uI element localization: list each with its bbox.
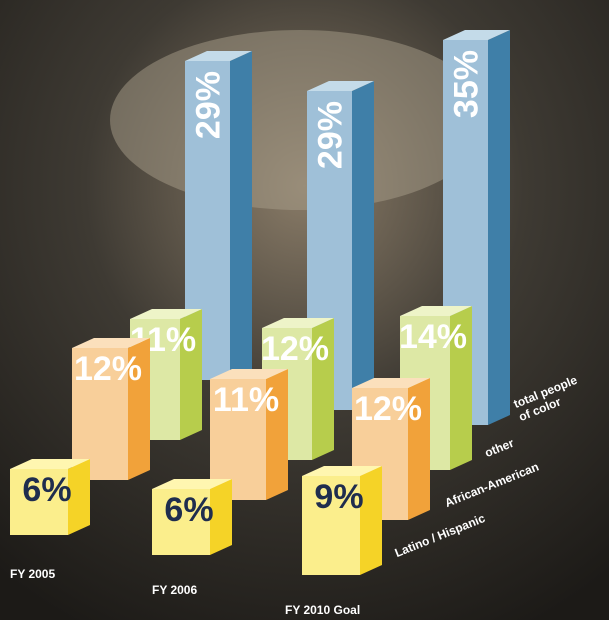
bar-side: [128, 338, 150, 480]
bar: [302, 466, 382, 575]
bar-top: [352, 378, 430, 388]
bar-side: [180, 309, 202, 440]
bar-side: [68, 459, 90, 535]
bar: [152, 479, 232, 555]
category-label: FY 2005: [10, 567, 55, 581]
bar-side: [352, 81, 374, 410]
category-label: FY 2006: [152, 583, 197, 597]
bar-side: [450, 306, 472, 470]
value-label: 29%: [312, 101, 350, 169]
value-label: 11%: [213, 381, 279, 419]
bar-top: [307, 81, 374, 91]
bar-top: [72, 338, 150, 348]
bar-side: [266, 369, 288, 500]
bar-top: [443, 30, 510, 40]
value-label: 12%: [261, 330, 329, 368]
bar-top: [10, 459, 90, 469]
bar: [10, 459, 90, 535]
bar-top: [262, 318, 334, 328]
bar-front: [72, 348, 128, 480]
bar: [443, 30, 510, 425]
value-label: 29%: [190, 71, 228, 139]
bar-top: [210, 369, 288, 379]
bar-front: [10, 469, 68, 535]
category-label: FY 2010 Goal: [285, 603, 360, 617]
bar-front: [152, 489, 210, 555]
value-label: 35%: [448, 50, 486, 118]
bar-top: [152, 479, 232, 489]
bar-top: [185, 51, 252, 61]
bar: [72, 338, 150, 480]
bar-side: [360, 466, 382, 575]
bar-side: [488, 30, 510, 425]
value-label: 14%: [399, 318, 467, 356]
bar-front: [302, 476, 360, 575]
value-label: 12%: [354, 390, 422, 428]
bar-top: [400, 306, 472, 316]
bar-top: [302, 466, 382, 476]
bar-side: [312, 318, 334, 460]
bar-side: [210, 479, 232, 555]
table-glow: [110, 30, 490, 210]
bar-top: [130, 309, 202, 319]
value-label: 6%: [22, 471, 71, 509]
bar-side: [408, 378, 430, 520]
bar-side: [230, 51, 252, 380]
value-label: 12%: [74, 350, 142, 388]
value-label: 9%: [314, 478, 363, 516]
bar: [185, 51, 252, 380]
value-label: 6%: [164, 491, 213, 529]
